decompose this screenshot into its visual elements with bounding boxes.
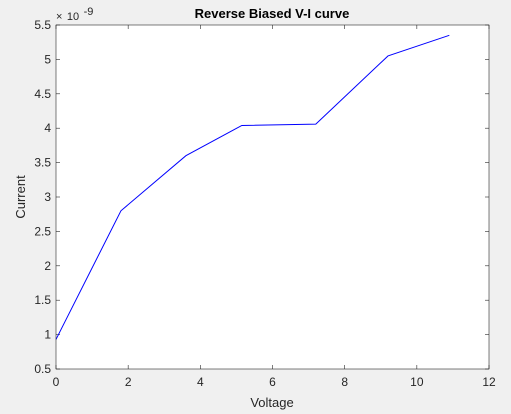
x-tick-label: 8 <box>341 375 348 389</box>
plot-area <box>56 25 489 369</box>
x-tick-label: 10 <box>410 375 424 389</box>
y-tick-label: 4 <box>44 121 51 135</box>
x-tick-label: 4 <box>197 375 204 389</box>
y-tick-label: 1 <box>44 328 51 342</box>
y-exponent-multiplier: × 10 -9 <box>56 6 93 24</box>
y-exponent-base: 10 <box>67 11 79 23</box>
y-tick-label: 3.5 <box>34 156 51 170</box>
x-axis-ticks: 0 2 4 6 8 10 12 <box>53 25 496 389</box>
y-tick-label: 4.5 <box>34 87 51 101</box>
x-tick-label: 12 <box>482 375 496 389</box>
x-tick-label: 6 <box>269 375 276 389</box>
y-tick-label: 2.5 <box>34 224 51 238</box>
y-tick-label: 5.5 <box>34 18 51 32</box>
x-axis-label: Voltage <box>250 395 293 410</box>
y-tick-label: 0.5 <box>34 362 51 376</box>
x-tick-label: 2 <box>125 375 132 389</box>
y-tick-label: 2 <box>44 259 51 273</box>
series-line <box>55 34 450 340</box>
y-exponent-power: -9 <box>84 6 94 18</box>
y-exponent-times: × <box>56 11 62 23</box>
y-axis-ticks: 0.5 1 1.5 2 2.5 3 3.5 4 4.5 5 5.5 <box>34 18 489 376</box>
x-tick-label: 0 <box>53 375 60 389</box>
y-tick-label: 1.5 <box>34 293 51 307</box>
y-axis-label: Current <box>13 175 28 219</box>
y-tick-label: 5 <box>44 52 51 66</box>
series-layer <box>55 34 450 340</box>
axes-box <box>55 24 490 370</box>
chart-title: Reverse Biased V-I curve <box>195 6 350 21</box>
y-tick-label: 3 <box>44 190 51 204</box>
